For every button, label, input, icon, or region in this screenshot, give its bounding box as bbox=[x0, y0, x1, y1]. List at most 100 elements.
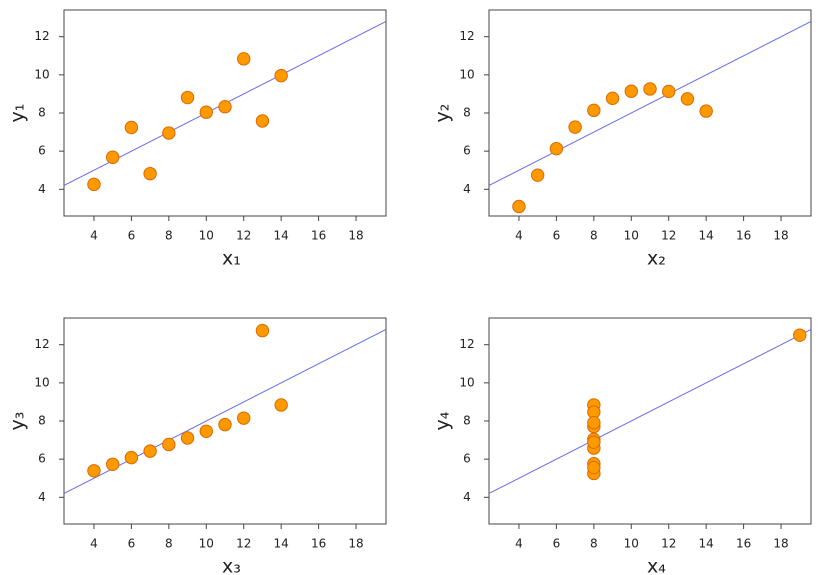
y-tick-label: 4 bbox=[38, 182, 46, 196]
point bbox=[255, 323, 270, 338]
x-tick-label: 12 bbox=[236, 229, 251, 243]
x-tick-label: 16 bbox=[311, 537, 326, 551]
point bbox=[587, 103, 601, 118]
point bbox=[549, 141, 564, 156]
point bbox=[587, 435, 601, 449]
y-axis-label: y₁ bbox=[7, 104, 29, 123]
point bbox=[237, 411, 251, 425]
point bbox=[105, 150, 120, 164]
x-axis-label: x₁ bbox=[222, 248, 241, 270]
point bbox=[162, 437, 176, 452]
x-tick-label: 8 bbox=[165, 537, 173, 551]
point bbox=[568, 120, 582, 134]
x-tick-label: 4 bbox=[90, 229, 98, 243]
x-tick-label: 4 bbox=[515, 229, 523, 243]
x-tick-label: 4 bbox=[90, 537, 98, 551]
y-tick-label: 6 bbox=[38, 144, 46, 158]
x-tick-label: 10 bbox=[624, 537, 639, 551]
y-axis-label: y₄ bbox=[432, 411, 454, 430]
point bbox=[255, 114, 270, 128]
point bbox=[87, 177, 101, 192]
y-tick-label: 10 bbox=[459, 375, 474, 389]
point bbox=[124, 450, 139, 465]
point bbox=[180, 431, 195, 445]
y-tick-label: 10 bbox=[34, 67, 49, 81]
y-tick-label: 4 bbox=[38, 490, 46, 504]
x-tick-label: 14 bbox=[699, 229, 714, 243]
y-tick-label: 4 bbox=[463, 490, 471, 504]
point bbox=[199, 424, 213, 438]
panel: 4 6 8 10 12 14 16 18 4 6 8 10 12 x₁ y₁ bbox=[7, 9, 387, 270]
plot-frame bbox=[488, 9, 812, 217]
y-tick-label: 8 bbox=[38, 414, 46, 428]
x-tick-label: 14 bbox=[699, 537, 714, 551]
point bbox=[662, 84, 676, 99]
x-tick-label: 6 bbox=[128, 537, 136, 551]
point bbox=[274, 398, 288, 412]
point bbox=[162, 126, 176, 140]
panel: 4 6 8 10 12 14 16 18 4 6 8 10 12 x₄ y₄ bbox=[432, 317, 812, 575]
panel: 4 6 8 10 12 14 16 18 4 6 8 10 12 x₃ y₃ bbox=[7, 317, 387, 575]
y-tick-label: 4 bbox=[463, 182, 471, 196]
x-tick-label: 8 bbox=[590, 229, 598, 243]
fit-line bbox=[489, 328, 811, 494]
point bbox=[124, 120, 139, 135]
point bbox=[199, 105, 213, 119]
x-tick-label: 6 bbox=[128, 229, 136, 243]
point bbox=[105, 457, 120, 471]
x-tick-label: 18 bbox=[773, 229, 788, 243]
x-axis-label: x₃ bbox=[222, 556, 241, 575]
y-tick-label: 8 bbox=[463, 106, 471, 120]
x-tick-label: 12 bbox=[236, 537, 251, 551]
point bbox=[143, 444, 157, 458]
point bbox=[530, 168, 545, 182]
point bbox=[699, 104, 713, 118]
point bbox=[143, 166, 157, 181]
x-tick-label: 18 bbox=[773, 537, 788, 551]
x-tick-label: 6 bbox=[553, 537, 561, 551]
x-tick-label: 16 bbox=[736, 537, 751, 551]
y-tick-label: 8 bbox=[38, 106, 46, 120]
point bbox=[793, 328, 807, 342]
y-axis-label: y₃ bbox=[7, 412, 29, 431]
x-tick-label: 6 bbox=[553, 229, 561, 243]
x-tick-label: 10 bbox=[624, 229, 639, 243]
x-tick-label: 18 bbox=[348, 229, 363, 243]
point bbox=[512, 199, 526, 214]
point bbox=[274, 68, 288, 83]
panel: 4 6 8 10 12 14 16 18 4 6 8 10 12 x₂ y₂ bbox=[432, 9, 812, 270]
point bbox=[237, 52, 251, 66]
y-tick-label: 6 bbox=[463, 144, 471, 158]
x-tick-label: 16 bbox=[311, 229, 326, 243]
fit-line bbox=[489, 20, 811, 186]
x-tick-label: 12 bbox=[661, 229, 676, 243]
x-tick-label: 14 bbox=[274, 229, 289, 243]
point bbox=[605, 91, 620, 106]
y-tick-label: 10 bbox=[34, 375, 49, 389]
x-tick-label: 8 bbox=[165, 229, 173, 243]
point bbox=[680, 92, 695, 106]
y-tick-label: 12 bbox=[459, 337, 474, 351]
y-tick-label: 12 bbox=[459, 29, 474, 43]
point bbox=[587, 460, 601, 475]
y-axis-label: y₂ bbox=[432, 104, 454, 123]
y-tick-label: 6 bbox=[463, 452, 471, 466]
x-tick-label: 18 bbox=[348, 537, 363, 551]
point bbox=[180, 90, 195, 105]
point bbox=[218, 417, 232, 432]
x-tick-label: 16 bbox=[736, 229, 751, 243]
point bbox=[643, 82, 657, 96]
y-tick-label: 6 bbox=[38, 452, 46, 466]
x-axis-label: x₂ bbox=[647, 248, 666, 270]
x-tick-label: 10 bbox=[199, 537, 214, 551]
point bbox=[218, 100, 232, 114]
x-axis-label: x₄ bbox=[647, 556, 666, 575]
point bbox=[624, 84, 638, 98]
point bbox=[587, 416, 601, 430]
y-tick-label: 8 bbox=[463, 414, 471, 428]
x-tick-label: 12 bbox=[661, 537, 676, 551]
y-tick-label: 10 bbox=[459, 67, 474, 81]
point bbox=[87, 464, 101, 478]
x-tick-label: 4 bbox=[515, 537, 523, 551]
